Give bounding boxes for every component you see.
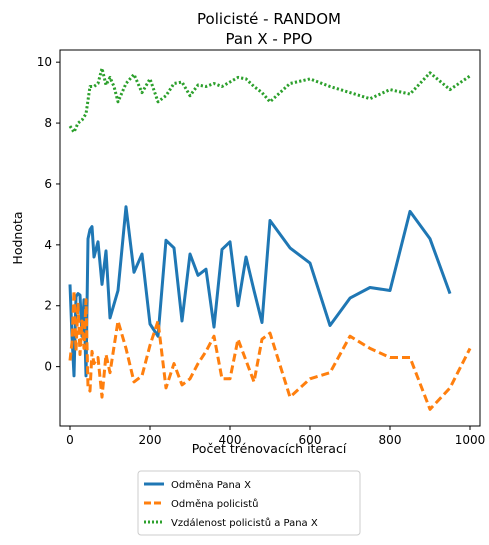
- series-layer: [68, 66, 472, 411]
- x-tick-label: 0: [66, 433, 74, 447]
- y-tick-label: 6: [44, 177, 52, 191]
- legend-label-odmena-policistu: Odměna policistů: [171, 498, 259, 510]
- y-tick-label: 2: [44, 299, 52, 313]
- chart-subtitle: Pan X - PPO: [226, 30, 313, 48]
- x-tick-label: 600: [299, 433, 322, 447]
- y-tick-label: 10: [37, 55, 52, 69]
- x-axis-ticks: 0 200 400 600 800 1000: [66, 426, 485, 447]
- x-tick-label: 1000: [455, 433, 486, 447]
- y-axis-label: Hodnota: [10, 211, 25, 264]
- legend-label-odmena-pana-x: Odměna Pana X: [171, 479, 251, 491]
- x-tick-label: 800: [379, 433, 402, 447]
- legend: Odměna Pana X Odměna policistů Vzdálenos…: [137, 470, 361, 536]
- legend-box: [137, 470, 361, 536]
- x-tick-label: 400: [219, 433, 242, 447]
- y-tick-label: 8: [44, 116, 52, 130]
- series-line-2: [68, 66, 471, 134]
- plot-frame: [59, 49, 481, 427]
- x-tick-label: 200: [139, 433, 162, 447]
- chart-title: Policisté - RANDOM: [197, 10, 341, 28]
- legend-label-vzdalenost: Vzdálenost policistů a Pana X: [171, 517, 318, 529]
- x-axis-label: Počet trénovacích iterací: [192, 441, 347, 456]
- y-axis-ticks: 0 2 4 6 8 10: [37, 55, 60, 374]
- y-tick-label: 0: [44, 360, 52, 374]
- series-line-1: [68, 289, 472, 411]
- y-tick-label: 4: [44, 238, 52, 252]
